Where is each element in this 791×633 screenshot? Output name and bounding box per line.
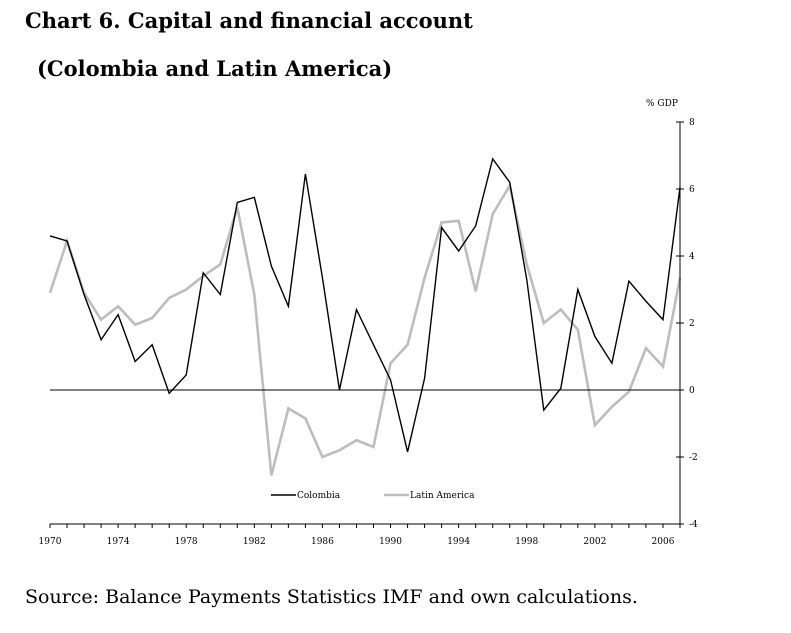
y-tick-label: 4	[689, 252, 695, 262]
x-tick-label: 1978	[175, 537, 198, 547]
y-axis-unit-label: % GDP	[646, 99, 678, 109]
x-tick-label: 2002	[583, 537, 606, 547]
y-tick-label: -4	[689, 520, 698, 530]
legend-label-colombia: Colombia	[297, 491, 341, 501]
y-tick-label: 0	[689, 386, 695, 396]
axes-layer	[49, 121, 684, 528]
series-layer	[48, 157, 682, 476]
x-tick-label: 1998	[515, 537, 538, 547]
x-tick-label: 1986	[311, 537, 334, 547]
y-tick-label: -2	[689, 453, 698, 463]
x-tick-label: 1990	[379, 537, 402, 547]
x-tick-label: 1994	[447, 537, 470, 547]
legend: Colombia Latin America	[271, 491, 475, 501]
tick-labels-layer: 1970 1974 1978 1982 1986 1990 1994 1998 2002 2006…	[39, 118, 698, 547]
chart-title: Chart 6. Capital and financial account	[25, 8, 473, 33]
x-tick-label: 1970	[39, 537, 62, 547]
chart-subtitle: (Colombia and Latin America)	[37, 56, 393, 81]
legend-label-latin-america: Latin America	[410, 491, 475, 501]
source-note: Source: Balance Payments Statistics IMF …	[25, 586, 638, 608]
y-tick-label: 8	[689, 118, 695, 128]
y-tick-label: 6	[689, 185, 695, 195]
x-tick-label: 2006	[652, 537, 675, 547]
series-line-colombia	[49, 157, 681, 453]
series-line-latin-america	[48, 182, 682, 476]
y-tick-label: 2	[689, 319, 695, 329]
x-tick-label: 1974	[107, 537, 130, 547]
x-tick-label: 1982	[243, 537, 266, 547]
